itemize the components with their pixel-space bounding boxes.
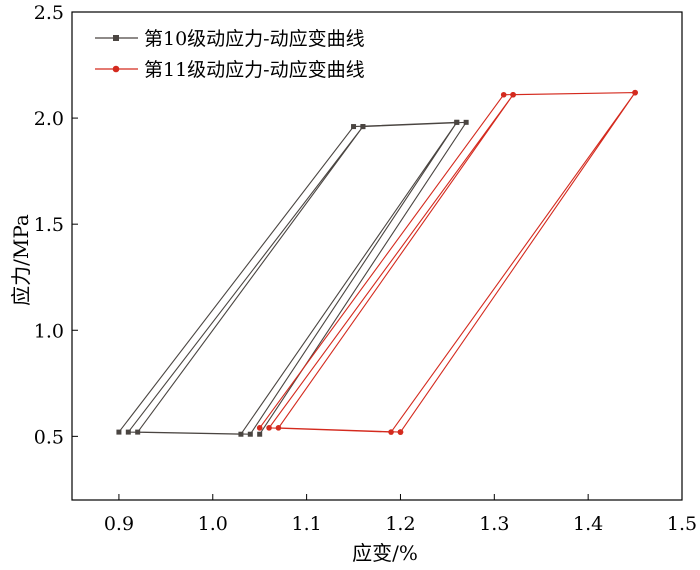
data-point [256, 425, 263, 431]
data-point [257, 431, 263, 437]
data-point [632, 89, 638, 96]
plot-frame [71, 11, 683, 501]
data-point [351, 124, 357, 130]
data-point [510, 91, 516, 98]
data-point [275, 425, 282, 431]
data-point [397, 429, 404, 435]
x-tick-label: 1.5 [667, 513, 697, 535]
y-tick-label: 1.0 [34, 320, 64, 342]
series-2-line [259, 92, 637, 433]
series-1-line [118, 121, 468, 435]
x-axis-title: 应变/% [352, 541, 418, 565]
legend-marker-series-1 [113, 35, 119, 41]
legend-marker-series-2 [112, 65, 120, 73]
data-point [116, 429, 122, 435]
legend: 第10级动应力-动应变曲线 第11级动应力-动应变曲线 [95, 28, 365, 81]
x-tick-label: 1.0 [198, 513, 228, 535]
legend-label-series-2: 第11级动应力-动应变曲线 [144, 59, 365, 81]
data-point [135, 429, 141, 435]
y-tick-label: 2.5 [34, 2, 64, 24]
x-tick-label: 1.1 [292, 513, 322, 535]
x-tick-label: 1.4 [573, 513, 603, 535]
data-point [454, 119, 460, 125]
data-point [463, 119, 469, 125]
x-tick-label: 0.9 [104, 513, 134, 535]
series-1 [116, 119, 469, 437]
y-axis-title: 应力/MPa [9, 214, 33, 306]
series-2 [256, 89, 638, 435]
y-tick-label: 1.5 [34, 214, 64, 236]
data-point [266, 425, 272, 431]
axes-layer: 0.9 1.0 1.1 1.2 1.3 1.4 1.5 0.5 1.0 1.5 2.0 2.5 [34, 2, 697, 535]
series-layer [116, 89, 638, 437]
data-point [125, 429, 131, 435]
y-tick-label: 0.5 [34, 426, 64, 448]
x-tick-label: 1.2 [385, 513, 415, 535]
data-point [388, 429, 394, 435]
data-point [247, 431, 253, 437]
y-tick-label: 2.0 [34, 108, 64, 130]
data-point [500, 91, 507, 98]
legend-label-series-1: 第10级动应力-动应变曲线 [144, 28, 365, 50]
data-point [238, 431, 244, 437]
data-point [360, 124, 366, 130]
x-tick-label: 1.3 [479, 513, 509, 535]
